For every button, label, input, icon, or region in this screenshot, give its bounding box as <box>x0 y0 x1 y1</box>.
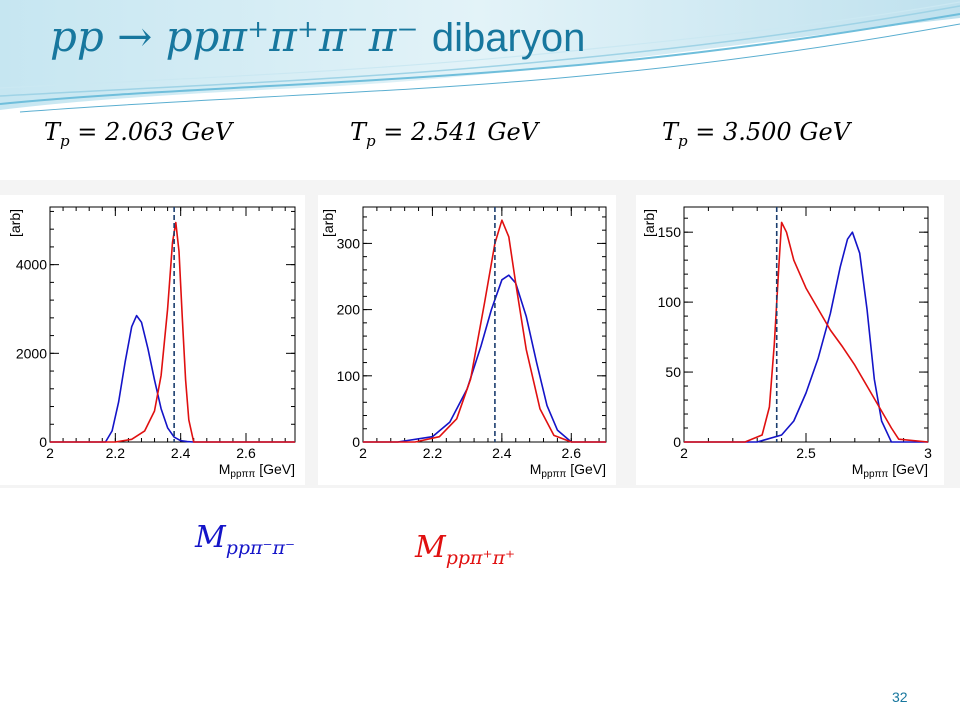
slide-number: 32 <box>892 689 908 705</box>
x-tick-label: 2 <box>680 445 688 461</box>
mass-spectrum-chart-2: 2 2.2 2.4 2.6 0 100 200 300[arb] Mppππ [GeV] <box>318 195 616 485</box>
x-tick-label: 2.6 <box>236 445 256 461</box>
x-tick-label: 2.4 <box>492 445 512 461</box>
x-axis-label: Mppππ [GeV] <box>852 461 928 480</box>
y-tick-label: 0 <box>39 434 47 450</box>
slide-title: pp → ppπ⁺π⁺π⁻π⁻ dibaryon <box>50 12 585 61</box>
header-wave-decoration <box>0 0 960 113</box>
y-tick-label: 100 <box>658 294 682 310</box>
y-axis-label: [arb] <box>320 209 336 237</box>
mass-spectrum-chart-1: 2 2.2 2.4 2.6 0 2000 4000 [arb] Mppππ [GeV] <box>0 195 305 485</box>
series-line-red <box>363 219 606 443</box>
y-tick-label: 2000 <box>16 345 47 361</box>
series-line-blue <box>684 231 928 443</box>
series-line-blue <box>363 274 606 443</box>
x-tick-label: 2.5 <box>796 445 816 461</box>
x-tick-label: 2.2 <box>423 445 443 461</box>
x-tick-label: 2.4 <box>171 445 191 461</box>
x-axis-label: Mppππ [GeV] <box>219 461 295 480</box>
y-tick-label: 4000 <box>16 257 47 273</box>
x-tick-label: 2 <box>359 445 367 461</box>
plot-frame <box>49 206 296 443</box>
series-line-blue <box>50 314 295 443</box>
y-axis-label: [arb] <box>641 209 657 237</box>
y-tick-label: 150 <box>658 224 682 240</box>
x-tick-label: 2 <box>46 445 54 461</box>
x-axis-label: Mppππ [GeV] <box>530 461 606 480</box>
energy-label-3: Tp = 3.500 GeV <box>662 118 851 150</box>
title-reaction: pp → ppπ⁺π⁺π⁻π⁻ <box>50 12 419 61</box>
energy-label-2: Tp = 2.541 GeV <box>350 118 539 150</box>
y-tick-label: 50 <box>665 364 681 380</box>
y-tick-label: 0 <box>352 434 360 450</box>
y-tick-label: 100 <box>337 368 361 384</box>
plot-frame <box>362 206 607 443</box>
series-line-red <box>50 221 295 443</box>
y-axis-label: [arb] <box>7 209 23 237</box>
legend-m-pp-pi-minus-pi-minus: Mppπ⁻π⁻ <box>195 520 296 559</box>
title-word: dibaryon <box>431 16 586 60</box>
x-tick-label: 2.6 <box>562 445 582 461</box>
energy-label-1: Tp = 2.063 GeV <box>44 118 233 150</box>
series-line-red <box>684 221 929 443</box>
y-tick-label: 200 <box>337 302 361 318</box>
legend-m-pp-pi-plus-pi-plus: Mppπ⁺π⁺ <box>415 530 516 569</box>
x-tick-label: 2.2 <box>106 445 126 461</box>
mass-spectrum-chart-3: 2 2.5 3 0 50 100 150[arb] Mppππ [GeV] <box>636 195 944 485</box>
chart-background <box>0 195 305 485</box>
y-tick-label: 0 <box>673 434 681 450</box>
x-tick-label: 3 <box>924 445 932 461</box>
y-tick-label: 300 <box>337 235 361 251</box>
